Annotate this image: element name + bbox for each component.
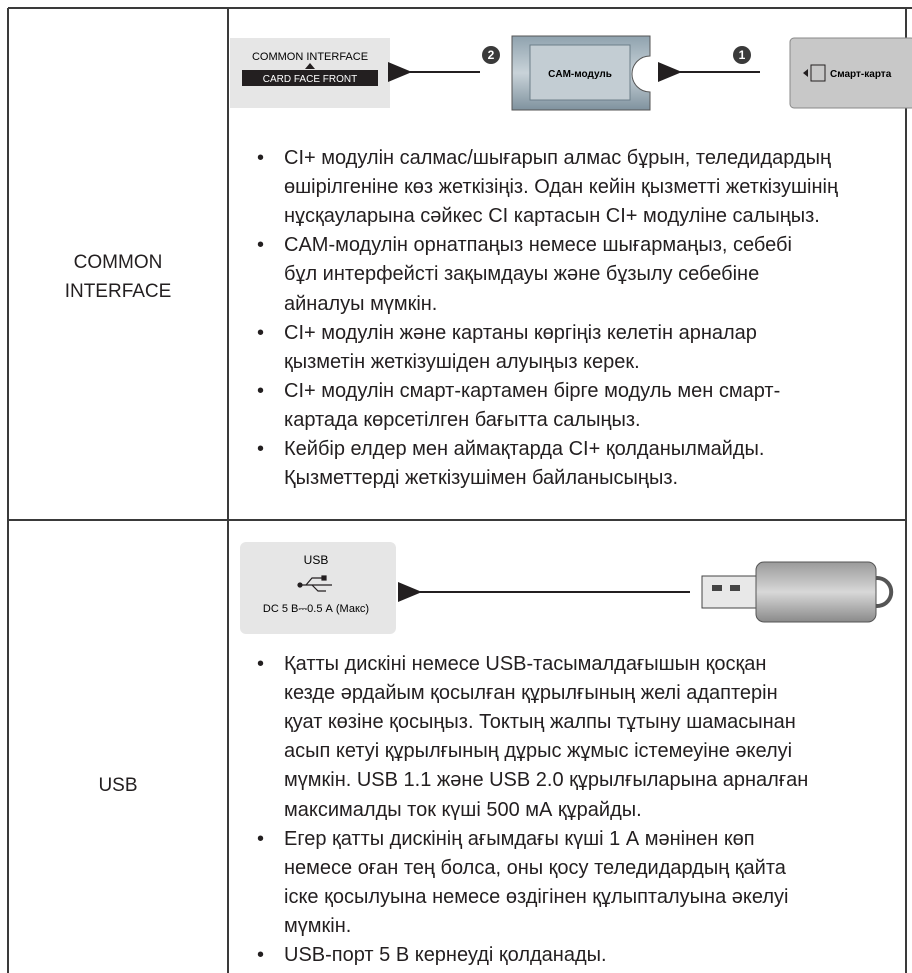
ci-port-title: COMMON INTERFACE (252, 51, 368, 63)
step-number: 1 (739, 48, 746, 62)
bullet-text: айналуы мүмкін. (284, 292, 438, 315)
bullet-text: Егер қатты дискінің ағымдағы күші 1 А мә… (284, 827, 755, 850)
bullet: • (257, 234, 265, 257)
bullet-text: CI+ модулін смарт-картамен бірге модуль … (284, 379, 781, 402)
bullet: • (257, 653, 265, 675)
bullet-text: мүмкін. (284, 914, 352, 937)
ci-port-arrow (305, 63, 315, 69)
table-borders (7, 7, 912, 973)
bullet-text: нұсқауларына сәйкес CI картасын CI+ моду… (284, 205, 820, 228)
bullet: • (257, 147, 265, 169)
row-label: COMMON (73, 252, 163, 273)
bullet: • (257, 379, 265, 402)
bullet-text: CAM-модулін орнатпаңыз немесе шығармаңыз… (284, 234, 792, 257)
bullet-text: Қызметтерді жеткізушімен байланысыңыз. (284, 467, 679, 490)
step-badge (482, 46, 500, 64)
cam-label-area (529, 44, 631, 101)
bullet-text: бұл интерфейсті зақымдауы және бұзылу се… (284, 263, 760, 286)
bullet-text: іске қосылуына немесе өздігінен құлыптал… (284, 885, 789, 908)
bullet-text: қызметін жеткізушіден алуыңыз керек. (284, 350, 640, 373)
usb-loop (868, 576, 894, 608)
usb-plug-hole (730, 585, 740, 591)
bullet-text: асып кетуі құрылғының дұрыс жұмыс істеме… (284, 740, 793, 763)
usb-stick (755, 561, 877, 623)
card-chip (810, 64, 826, 82)
usb-port (240, 542, 396, 634)
bullet-text: CI+ модулін салмас/шығарып алмас бұрын, … (284, 147, 832, 169)
card-label: Смарт-карта (830, 69, 892, 80)
bullet-text: Кейбір елдер мен аймақтарда CI+ қолданыл… (284, 438, 765, 460)
bullet-text: кезде әрдайым қосылған құрылғының желі а… (284, 682, 778, 705)
ci-slot (242, 70, 378, 86)
row-label: USB (98, 775, 138, 796)
bullet-text: немесе оған тең болса, оны қосу теледида… (284, 856, 786, 879)
usb-symbol (297, 575, 332, 592)
bullet-text: CI+ модулін және картаны көргіңіз келеті… (284, 321, 757, 344)
bullet: • (257, 944, 265, 966)
usb-plug-hole (712, 585, 722, 591)
cam-label: CAM-модуль (548, 69, 612, 80)
bullet-text: USB-порт 5 В кернеуді қолданады. (284, 944, 607, 966)
bullet: • (257, 827, 265, 850)
row-label: INTERFACE (64, 281, 172, 303)
usb-plug (701, 575, 759, 609)
bullet-text: қуат көзіне қосыңыз. Токтың жалпы тұтыну… (284, 711, 796, 734)
ci-port-sub: CARD FACE FRONT (263, 74, 357, 85)
card-arrow (803, 69, 808, 77)
step-number: 2 (488, 48, 495, 62)
bullet-text: максималды ток күші 500 мА құрайды. (284, 798, 642, 821)
bullet: • (257, 321, 265, 344)
bullet-text: Қатты дискіні немесе USB-тасымалдағышын … (284, 653, 767, 675)
usb-port-title: USB (304, 553, 329, 567)
bullet-text: өшірілгеніне көз жеткізіңіз. Одан кейін … (284, 176, 839, 199)
step-badge (733, 46, 751, 64)
bullet-text: картада көрсетілген бағытта салыңыз. (284, 408, 641, 431)
bullet: • (257, 438, 265, 460)
smart-card (789, 37, 912, 109)
usb-port-sub: DC 5 В⎓0.5 А (Макс) (263, 603, 369, 615)
bullet-text: мүмкін. USB 1.1 және USB 2.0 құрылғылары… (284, 769, 809, 792)
